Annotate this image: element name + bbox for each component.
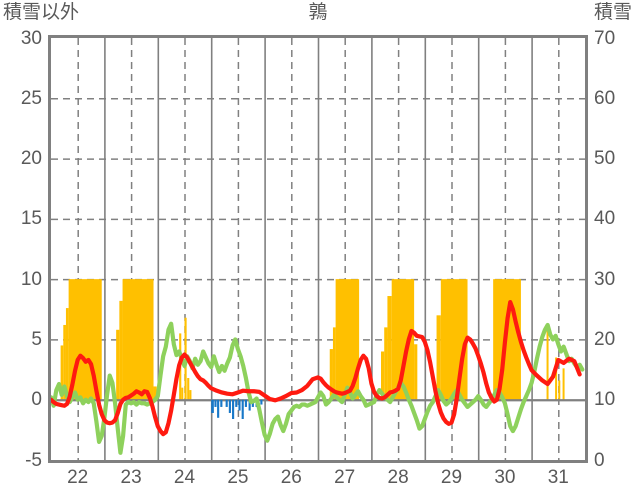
y-tick-left: 10 — [20, 268, 42, 290]
orange-bar — [436, 315, 441, 400]
x-tick: 23 — [120, 467, 142, 488]
orange-bar — [381, 351, 385, 400]
y-tick-left: 25 — [20, 87, 42, 109]
blue-bar — [241, 399, 244, 420]
orange-bar — [562, 368, 565, 400]
y-tick-left: -5 — [25, 449, 42, 471]
right-axis-title: 積雪 — [593, 2, 632, 23]
blue-bar — [217, 399, 220, 418]
blue-bar — [228, 399, 231, 413]
orange-bar — [391, 279, 415, 400]
y-tick-right: 20 — [594, 328, 616, 350]
x-tick: 25 — [227, 467, 249, 488]
chart-title: 鶉 — [308, 2, 328, 23]
y-tick-right: 70 — [594, 27, 616, 49]
blue-bar — [232, 399, 235, 420]
orange-bar — [60, 345, 64, 400]
red-series-line — [51, 299, 582, 437]
orange-bar — [546, 324, 549, 400]
left-axis-title: 積雪以外 — [3, 2, 80, 23]
orange-bar — [116, 329, 120, 400]
orange-bar — [387, 296, 392, 400]
blue-bar — [225, 399, 228, 407]
y-tick-left: 30 — [20, 27, 42, 49]
orange-bar — [329, 349, 333, 400]
x-tick: 22 — [67, 467, 89, 488]
blue-bar — [260, 399, 263, 405]
orange-bar — [153, 386, 157, 400]
y-tick-left: 5 — [31, 328, 42, 350]
orange-bar — [384, 327, 388, 400]
y-tick-right: 40 — [594, 208, 616, 230]
blue-bar — [238, 399, 241, 411]
orange-bar — [414, 344, 418, 400]
orange-bar — [122, 279, 154, 400]
blue-bar — [220, 399, 223, 407]
orange-bar — [558, 380, 561, 400]
orange-bar — [332, 327, 336, 400]
y-tick-right: 30 — [594, 268, 616, 290]
orange-bar — [181, 387, 184, 400]
y-tick-left: 20 — [20, 148, 42, 170]
orange-bar — [63, 324, 66, 400]
orange-bar — [189, 390, 192, 400]
x-tick: 24 — [173, 467, 196, 488]
orange-bar — [335, 279, 360, 400]
orange-bar — [187, 378, 190, 400]
blue-bar — [211, 399, 214, 413]
blue-bar — [248, 399, 251, 411]
y-tick-right: 10 — [594, 389, 616, 411]
orange-bar — [119, 300, 123, 400]
x-tick: 29 — [440, 467, 463, 488]
blue-bar — [214, 399, 217, 407]
x-tick: 30 — [494, 467, 516, 488]
chart-canvas — [51, 38, 585, 460]
x-tick: 28 — [387, 467, 409, 488]
green-series-line — [51, 321, 585, 455]
y-tick-left: 15 — [20, 208, 42, 230]
blue-bar — [235, 399, 238, 407]
orange-bar — [65, 308, 69, 400]
x-tick: 26 — [280, 467, 302, 488]
y-tick-left: 0 — [31, 389, 42, 411]
y-tick-right: 60 — [594, 87, 616, 109]
y-tick-right: 50 — [594, 148, 616, 170]
x-tick: 27 — [334, 467, 356, 488]
x-tick: 31 — [547, 467, 569, 488]
plot-inner — [51, 38, 585, 460]
blue-bar — [244, 399, 247, 407]
y-tick-right: 0 — [594, 449, 605, 471]
orange-bar — [440, 279, 468, 400]
plot-area — [48, 35, 588, 463]
orange-bar — [555, 357, 558, 400]
